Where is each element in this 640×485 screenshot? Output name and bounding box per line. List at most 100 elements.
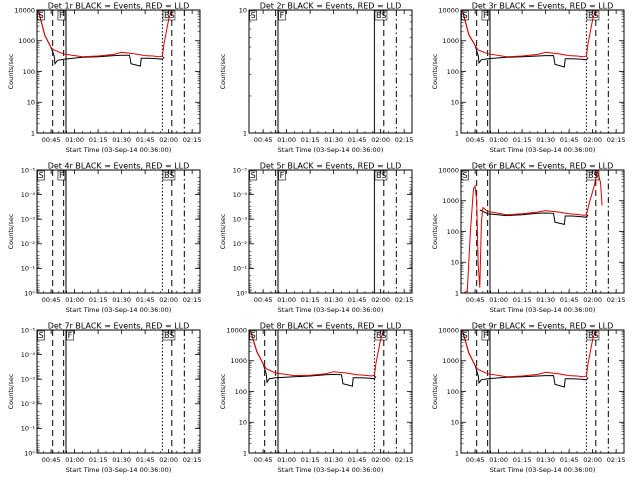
marker-label: F bbox=[483, 11, 488, 20]
x-tick-label: 01:15 bbox=[513, 456, 532, 464]
marker-label: BS bbox=[164, 331, 174, 340]
y-axis-label: Counts/sec bbox=[7, 53, 15, 89]
marker-box bbox=[66, 330, 74, 341]
panel-det-7: Det 7r BLACK = Events, RED = LLD Counts/s… bbox=[7, 322, 202, 475]
x-axis-label: Start Time (03-Sep-14 00:36:00) bbox=[490, 466, 596, 474]
marker-box bbox=[586, 330, 600, 341]
y-tick-label: 10⁻¹ bbox=[21, 265, 36, 273]
y-tick-label: 10⁻² bbox=[233, 240, 248, 248]
series-black-line bbox=[250, 331, 377, 387]
y-axis-label: Counts/sec bbox=[431, 53, 439, 89]
marker-label: F bbox=[59, 171, 64, 180]
x-tick-label: 02:15 bbox=[395, 296, 414, 304]
x-tick-label: 01:30 bbox=[324, 456, 343, 464]
x-axis-label: Start Time (03-Sep-14 00:36:00) bbox=[66, 466, 172, 474]
series-black-line bbox=[479, 209, 589, 226]
y-tick-label: 1 bbox=[243, 449, 247, 457]
panel-det-4: Det 4r BLACK = Events, RED = LLD Counts/s… bbox=[7, 162, 202, 315]
x-tick-label: 01:30 bbox=[112, 136, 131, 144]
marker-box bbox=[374, 170, 388, 181]
x-tick-label: 01:45 bbox=[136, 136, 155, 144]
y-axis-label: Counts/sec bbox=[431, 213, 439, 249]
marker-box bbox=[278, 10, 286, 21]
y-tick-label: 10⁻¹ bbox=[233, 265, 248, 273]
panel-det-3: Det 3r BLACK = Events, RED = LLD Counts/s… bbox=[431, 2, 626, 155]
x-tick-label: 01:45 bbox=[348, 136, 367, 144]
y-tick-label: 1 bbox=[455, 449, 459, 457]
y-tick-label: 10 bbox=[451, 99, 459, 107]
marker-label: S bbox=[251, 331, 256, 340]
x-tick-label: 02:15 bbox=[183, 136, 202, 144]
x-tick-label: 02:15 bbox=[607, 296, 626, 304]
y-tick-label: 10⁻³ bbox=[21, 216, 36, 224]
marker-box bbox=[57, 170, 66, 181]
marker-box bbox=[374, 10, 388, 21]
y-tick-label: 1 bbox=[31, 129, 35, 137]
marker-label: BS bbox=[376, 331, 386, 340]
marker-label: F bbox=[280, 11, 285, 20]
series-red-line bbox=[38, 10, 173, 58]
marker-box bbox=[37, 10, 45, 21]
y-tick-label: 10 bbox=[239, 6, 247, 14]
marker-box bbox=[162, 10, 176, 21]
marker-box bbox=[278, 170, 286, 181]
marker-label: BS bbox=[164, 171, 174, 180]
y-tick-label: 10⁻⁵ bbox=[21, 326, 36, 334]
marker-label: F bbox=[59, 11, 64, 20]
series-red-line bbox=[250, 330, 385, 377]
y-tick-label: 10 bbox=[239, 419, 247, 427]
x-tick-label: 01:30 bbox=[324, 296, 343, 304]
y-tick-label: 1000 bbox=[230, 357, 247, 365]
marker-box bbox=[57, 10, 66, 21]
y-tick-label: 10 bbox=[451, 419, 459, 427]
plot-frame bbox=[248, 329, 413, 454]
plot-frame bbox=[460, 9, 625, 134]
y-tick-label: 100 bbox=[447, 228, 459, 236]
marker-label: BS bbox=[588, 331, 598, 340]
x-tick-label: 01:00 bbox=[65, 296, 84, 304]
marker-label: S bbox=[251, 171, 256, 180]
y-tick-label: 10⁻⁴ bbox=[21, 351, 36, 359]
y-tick-label: 10000 bbox=[438, 326, 459, 334]
x-tick-label: 02:00 bbox=[159, 136, 178, 144]
x-tick-label: 02:15 bbox=[395, 136, 414, 144]
y-tick-label: 10⁻² bbox=[21, 240, 36, 248]
marker-label: S bbox=[251, 11, 256, 20]
plot-frame bbox=[36, 9, 201, 134]
marker-label: BS bbox=[376, 171, 386, 180]
panel-det-9: Det 9r BLACK = Events, RED = LLD Counts/s… bbox=[431, 322, 626, 475]
panel-title: Det 5r BLACK = Events, RED = LLD bbox=[260, 162, 402, 171]
x-tick-label: 01:15 bbox=[513, 136, 532, 144]
x-tick-label: 01:15 bbox=[513, 296, 532, 304]
x-axis-label: Start Time (03-Sep-14 00:36:00) bbox=[66, 146, 172, 154]
x-tick-label: 00:45 bbox=[254, 296, 273, 304]
series-red-line bbox=[462, 330, 597, 378]
x-tick-label: 01:15 bbox=[301, 296, 320, 304]
x-tick-label: 01:30 bbox=[112, 296, 131, 304]
series-red-line bbox=[462, 10, 597, 58]
y-tick-label: 100 bbox=[235, 388, 247, 396]
y-tick-label: 10000 bbox=[438, 6, 459, 14]
y-tick-label: 10⁻¹ bbox=[21, 425, 36, 433]
x-tick-label: 00:45 bbox=[254, 456, 273, 464]
x-tick-label: 01:15 bbox=[89, 136, 108, 144]
x-tick-label: 00:45 bbox=[254, 136, 273, 144]
marker-label: S bbox=[39, 171, 44, 180]
y-axis-label: Counts/sec bbox=[431, 373, 439, 409]
x-tick-label: 00:45 bbox=[466, 136, 485, 144]
panel-title: Det 9r BLACK = Events, RED = LLD bbox=[472, 322, 614, 331]
x-tick-label: 01:15 bbox=[89, 296, 108, 304]
y-tick-label: 10⁻³ bbox=[233, 216, 248, 224]
x-tick-label: 01:30 bbox=[536, 296, 555, 304]
y-tick-label: 1000 bbox=[18, 37, 35, 45]
x-tick-label: 01:30 bbox=[324, 136, 343, 144]
panel-title: Det 2r BLACK = Events, RED = LLD bbox=[260, 2, 402, 11]
x-axis-label: Start Time (03-Sep-14 00:36:00) bbox=[490, 146, 596, 154]
x-tick-label: 02:15 bbox=[183, 456, 202, 464]
y-tick-label: 10⁻² bbox=[21, 400, 36, 408]
x-tick-label: 01:45 bbox=[560, 296, 579, 304]
x-tick-label: 02:00 bbox=[371, 136, 390, 144]
x-tick-label: 01:30 bbox=[112, 456, 131, 464]
y-tick-label: 10⁻⁵ bbox=[233, 166, 248, 174]
